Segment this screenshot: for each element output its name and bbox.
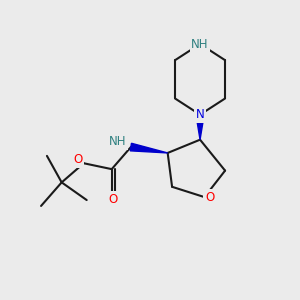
Text: O: O (205, 190, 214, 204)
Text: O: O (73, 153, 82, 166)
Text: NH: NH (191, 38, 209, 50)
Polygon shape (130, 143, 168, 153)
Polygon shape (196, 115, 204, 140)
Text: O: O (109, 193, 118, 206)
Text: N: N (196, 108, 204, 121)
Text: NH: NH (109, 135, 126, 148)
